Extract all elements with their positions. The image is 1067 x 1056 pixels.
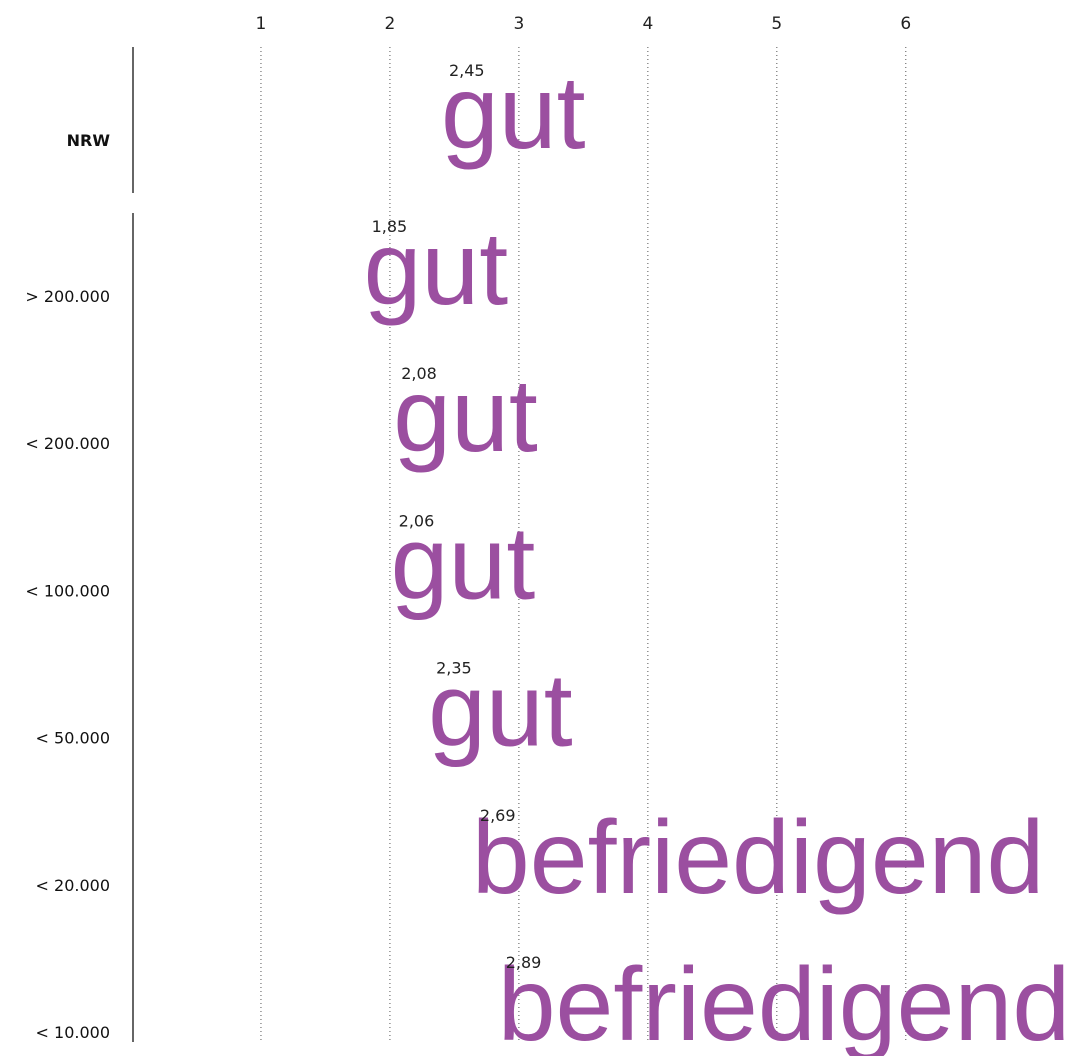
x-tick-label: 5 (771, 14, 782, 34)
rating-word: gut (428, 653, 573, 769)
category-label: NRW (67, 131, 111, 150)
value-label: 2,45 (449, 61, 485, 80)
rating-word: gut (441, 55, 586, 171)
value-label: 2,35 (436, 659, 472, 678)
rating-word: gut (393, 358, 538, 474)
value-label: 2,08 (401, 364, 437, 383)
x-tick-label: 4 (642, 14, 653, 34)
category-label: < 100.000 (25, 581, 110, 600)
x-tick-label: 2 (385, 14, 396, 34)
rating-word: befriedigend (498, 947, 1067, 1056)
x-tick-label: 3 (513, 14, 524, 34)
rating-word: gut (364, 211, 509, 327)
value-label: 2,06 (399, 511, 435, 530)
category-label: > 200.000 (25, 287, 110, 306)
value-label: 2,89 (506, 953, 542, 972)
category-label: < 50.000 (36, 729, 110, 748)
value-label: 1,85 (372, 217, 408, 236)
category-label: < 10.000 (36, 1023, 110, 1042)
value-label: 2,69 (480, 806, 516, 825)
rating-word: befriedigend (472, 800, 1044, 916)
category-label: < 200.000 (25, 434, 110, 453)
x-tick-label: 6 (900, 14, 911, 34)
rating-word: gut (391, 505, 536, 621)
category-label: < 20.000 (36, 876, 110, 895)
x-tick-label: 1 (256, 14, 267, 34)
